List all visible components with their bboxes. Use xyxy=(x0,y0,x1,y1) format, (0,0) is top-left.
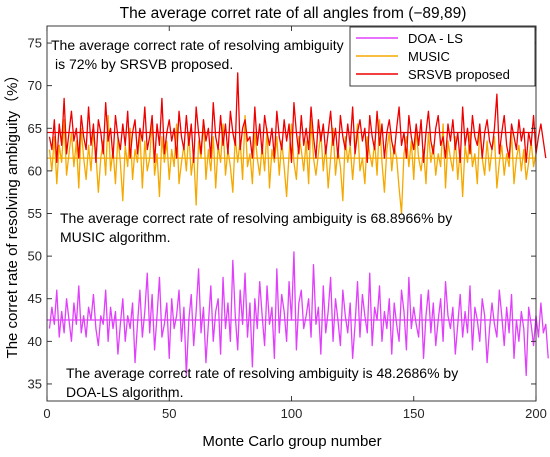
y-tick-label: 60 xyxy=(28,163,42,178)
chart-title: The average corret rate of all angles fr… xyxy=(120,5,467,22)
y-tick-label: 75 xyxy=(28,36,42,51)
annotation-text: The average correct rate of resolving am… xyxy=(51,37,344,53)
x-axis-title: Monte Carlo group number xyxy=(202,433,381,450)
legend-label-srsvb-proposed: SRSVB proposed xyxy=(408,67,510,82)
y-axis-title-group: The corret rate of resolving ambiguity（%… xyxy=(4,68,21,359)
series-line-doa-ls xyxy=(48,251,549,377)
x-tick-label: 0 xyxy=(43,406,50,421)
y-tick-label: 70 xyxy=(28,78,42,93)
y-tick-label: 55 xyxy=(28,206,42,221)
legend-label-music: MUSIC xyxy=(408,49,450,64)
plot-area: 0 50 100 150 200 35 40 45 50 55 60 65 70 75 The avera… xyxy=(28,25,549,421)
ticks-layer: 0 50 100 150 200 35 40 45 50 55 60 65 70 75 xyxy=(28,26,547,421)
annotation-text: MUSIC algorithm. xyxy=(60,229,170,245)
x-tick-label: 150 xyxy=(403,406,425,421)
y-axis-title: The corret rate of resolving ambiguity（%… xyxy=(4,68,21,359)
annotation-text: The average correct rate of resolving am… xyxy=(60,210,452,226)
annotation-text: is 72% by SRSVB proposed. xyxy=(55,56,233,72)
annotation-text: The average correct rate of resolving am… xyxy=(66,365,458,381)
y-tick-label: 45 xyxy=(28,291,42,306)
legend: DOA - LS MUSIC SRSVB proposed xyxy=(349,26,536,87)
x-tick-label: 100 xyxy=(281,406,303,421)
series-line-srsvb-proposed xyxy=(48,72,547,164)
legend-label-doa-ls: DOA - LS xyxy=(408,31,463,46)
series-layer xyxy=(47,72,549,377)
x-tick-label: 200 xyxy=(525,406,547,421)
y-tick-label: 35 xyxy=(28,376,42,391)
annotation-text: DOA-LS algorithm. xyxy=(66,384,183,400)
y-tick-label: 50 xyxy=(28,249,42,264)
y-tick-label: 40 xyxy=(28,334,42,349)
y-tick-label: 65 xyxy=(28,121,42,136)
annotation-layer: The average correct rate of resolving am… xyxy=(51,37,458,400)
x-tick-label: 50 xyxy=(162,406,176,421)
